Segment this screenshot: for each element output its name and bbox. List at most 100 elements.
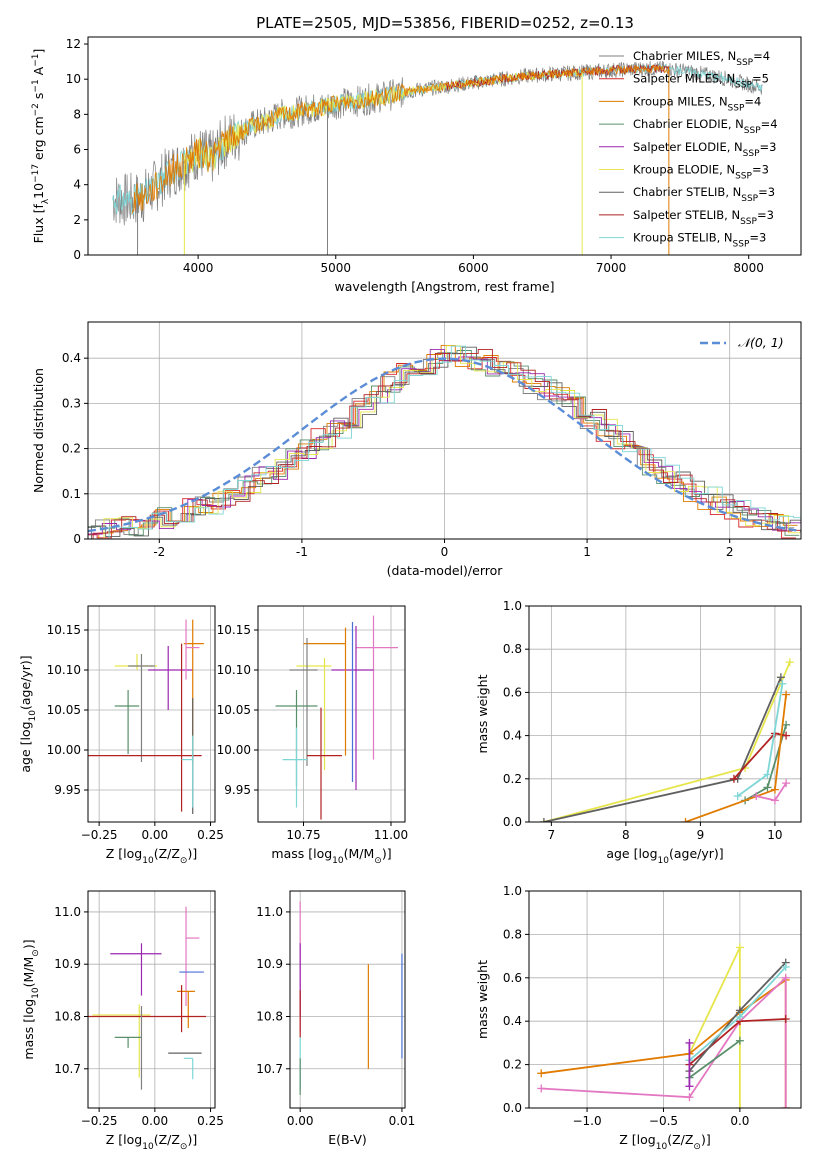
x-tick-label: 10 [767, 828, 782, 842]
error-bar-point [114, 654, 158, 670]
error-bar-point [185, 619, 200, 680]
y-axis-label: mass weight [475, 674, 490, 753]
y-axis-label: age [log10(age/yr)] [18, 655, 38, 772]
error-bar-point [183, 619, 204, 764]
spectrum-legend: Chabrier MILES, NSSP=4 Salpeter MILES, NS… [599, 49, 778, 250]
mass_vs_ebv-axes: 0.00 0.01 10.7 10.8 10.9 11.0 E(B-V) [256, 890, 416, 1147]
residual-histogram-step [88, 352, 795, 535]
age_vs_Z-axes-frame [87, 605, 216, 823]
y-tick-label: 9.95 [224, 783, 251, 797]
residual-histogram-step [92, 348, 801, 539]
x-tick-label: −0.5 [649, 1114, 678, 1128]
legend-entry: Salpeter STELIB, NSSP=3 [633, 208, 774, 227]
mass-weight-marker [735, 1104, 744, 1108]
error-bar-point [296, 658, 332, 770]
x-tick-label: 8000 [733, 261, 764, 275]
y-tick-label: 2 [73, 213, 81, 227]
x-tick-label: -1 [296, 545, 308, 559]
mass-weight-marker [781, 962, 790, 971]
mass-weight-marker [763, 783, 772, 792]
y-tick-label: 10.15 [217, 623, 251, 637]
y-tick-label: 0.6 [503, 685, 522, 699]
y-tick-label: 10.05 [47, 703, 81, 717]
error-bar-point [307, 707, 342, 820]
legend-entry: 𝒩(0, 1) [738, 335, 784, 350]
x-tick-label: 11.00 [374, 828, 408, 842]
y-tick-label: 0.2 [503, 772, 522, 786]
y-tick-label: 10.7 [54, 1062, 81, 1076]
legend-entry: Kroupa MILES, NSSP=4 [633, 94, 761, 113]
x-tick-label: 10.75 [286, 828, 320, 842]
y-tick-label: 10.15 [47, 623, 81, 637]
error-bar-point [128, 654, 155, 762]
y-tick-label: 10.10 [47, 663, 81, 677]
error-bar-point [185, 906, 200, 1007]
x-axis-label: Z [log10(Z/Z⊙)] [106, 1132, 197, 1152]
error-bar-point [88, 985, 207, 1033]
y-tick-label: 10.7 [256, 1062, 283, 1076]
y-tick-label: 0.4 [503, 1014, 522, 1028]
y-tick-label: 0.2 [503, 1058, 522, 1072]
y-tick-label: 11.0 [54, 905, 81, 919]
x-tick-label: 1 [583, 545, 591, 559]
massweight_vs_age-axes-plot-area [539, 658, 794, 822]
mass_vs_Z-axes-plot-area [88, 906, 207, 1090]
x-tick-label: 9 [697, 828, 705, 842]
mass-weight-marker [763, 770, 772, 779]
mass-weight-marker [539, 818, 548, 822]
error-bar-point [303, 627, 347, 756]
y-tick-label: 0.4 [503, 729, 522, 743]
x-tick-label: 4000 [183, 261, 214, 275]
mass-weight-marker [729, 774, 738, 783]
massweight_vs_Z-axes: −1.0 −0.5 0.0 0.0 0.2 0.4 0.6 0.8 1.0 Z [log10(Z/… [475, 884, 802, 1152]
x-axis-label: (data-model)/error [387, 563, 504, 578]
observed-spectrum-line [112, 60, 763, 226]
normal-distribution-curve [88, 357, 801, 533]
model-spectrum-line [184, 69, 584, 175]
y-tick-label: 11.0 [256, 905, 283, 919]
x-tick-label: -2 [153, 545, 165, 559]
x-tick-label: 0 [441, 545, 449, 559]
age_vs_Z-axes: −0.25 0.00 0.25 9.95 10.00 10.05 10.10 10.15 Z [… [18, 605, 224, 866]
x-tick-label: 0.00 [141, 1114, 168, 1128]
y-tick-label: 10 [66, 72, 81, 86]
mass-weight-marker [681, 818, 690, 822]
x-tick-label: −0.25 [81, 828, 118, 842]
massweight_vs_age-axes-frame [528, 605, 802, 823]
y-tick-label: 0.0 [503, 1101, 522, 1115]
x-tick-label: 7 [548, 828, 556, 842]
mass-weight-marker [770, 796, 779, 805]
y-tick-label: 10.8 [54, 1009, 81, 1023]
mass-weight-marker [770, 785, 779, 794]
residual-histogram-step [88, 344, 798, 539]
x-axis-label: wavelength [Angstrom, rest frame] [334, 279, 554, 294]
error-bar-point [110, 943, 162, 996]
y-tick-label: 12 [66, 37, 81, 51]
mass_vs_Z-axes: −0.25 0.00 0.25 10.7 10.8 10.9 11.0 Z [log10(Z/… [21, 890, 224, 1152]
y-tick-label: 0.2 [62, 442, 81, 456]
mass-weight-marker [776, 673, 785, 682]
legend-entry: Chabrier STELIB, NSSP=3 [633, 185, 775, 204]
spectrum-axes-frame [87, 36, 802, 256]
mass-weight-marker [778, 679, 787, 688]
y-tick-label: 0.8 [503, 927, 522, 941]
x-tick-label: 6000 [458, 261, 489, 275]
mass-weight-marker [782, 779, 791, 788]
mass-weight-marker [782, 690, 791, 699]
x-tick-label: 0.25 [197, 1114, 224, 1128]
error-bar-point [181, 735, 194, 808]
mass_vs_ebv-axes-plot-area [299, 901, 403, 1095]
legend-entry: Salpeter MILES, NSSP=5 [633, 72, 769, 91]
mass-weight-series-line [688, 1039, 741, 1079]
y-tick-label: 0 [73, 532, 81, 546]
y-tick-label: 10.9 [256, 957, 283, 971]
figure-title: PLATE=2505, MJD=53856, FIBERID=0252, z=0… [256, 14, 634, 32]
residuals-axes: -2 -1 0 1 2 0 0.1 0.2 0.3 0.4 (data-model)/error No… [31, 321, 802, 578]
y-tick-label: 0 [73, 248, 81, 262]
residual-histogram-step [90, 346, 801, 539]
error-bar-point [282, 727, 307, 808]
x-tick-label: 0.01 [389, 1114, 416, 1128]
massweight_vs_age-axes: 7 8 9 10 0.0 0.2 0.4 0.6 0.8 1.0 age [log10(age/yr… [475, 599, 802, 866]
mass-weight-marker [785, 658, 794, 667]
mass-weight-marker [685, 1038, 694, 1047]
